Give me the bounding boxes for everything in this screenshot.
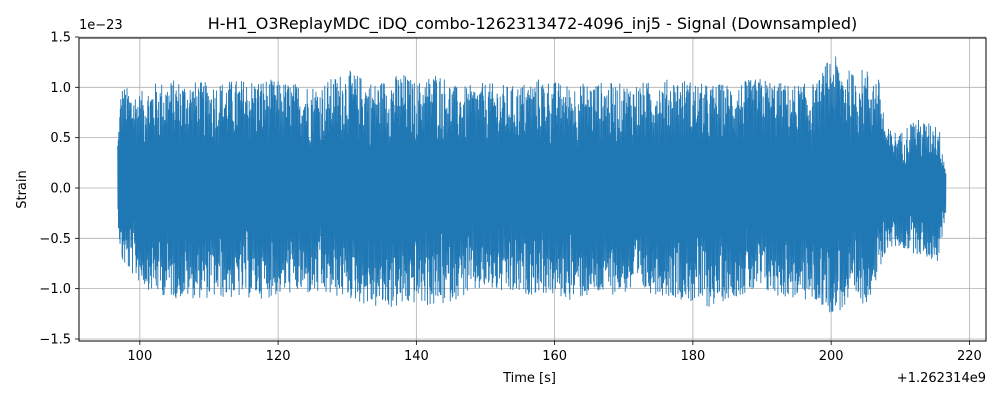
x-tick-label: 100 bbox=[127, 349, 152, 364]
x-offset-label: +1.262314e9 bbox=[897, 371, 986, 386]
x-tick-label: 200 bbox=[819, 349, 844, 364]
x-tick-label: 220 bbox=[957, 349, 982, 364]
x-tick-label: 160 bbox=[542, 349, 567, 364]
y-tick-label: −1.0 bbox=[39, 282, 71, 297]
y-tick-label: 1.0 bbox=[50, 81, 71, 96]
series-layer bbox=[117, 56, 947, 313]
y-scale-label: 1e−23 bbox=[79, 18, 123, 33]
chart-title: H-H1_O3ReplayMDC_iDQ_combo-1262313472-40… bbox=[208, 14, 858, 34]
signal-series-line bbox=[117, 56, 947, 313]
ticks: 100 120 140 160 180 200 220 −1.5 −1.0 −0.5 0.0 0.5 1… bbox=[39, 30, 981, 364]
y-axis-label: Strain bbox=[15, 170, 30, 209]
x-axis-label: Time [s] bbox=[502, 371, 556, 386]
y-tick-label: 0.5 bbox=[50, 131, 71, 146]
y-tick-label: 1.5 bbox=[50, 30, 71, 45]
y-tick-label: −1.5 bbox=[39, 332, 71, 347]
axes-frame bbox=[78, 37, 987, 342]
y-tick-label: −0.5 bbox=[39, 232, 71, 247]
y-tick-label: 0.0 bbox=[50, 181, 71, 196]
x-tick-label: 140 bbox=[404, 349, 429, 364]
x-tick-label: 180 bbox=[680, 349, 705, 364]
x-tick-label: 120 bbox=[266, 349, 291, 364]
